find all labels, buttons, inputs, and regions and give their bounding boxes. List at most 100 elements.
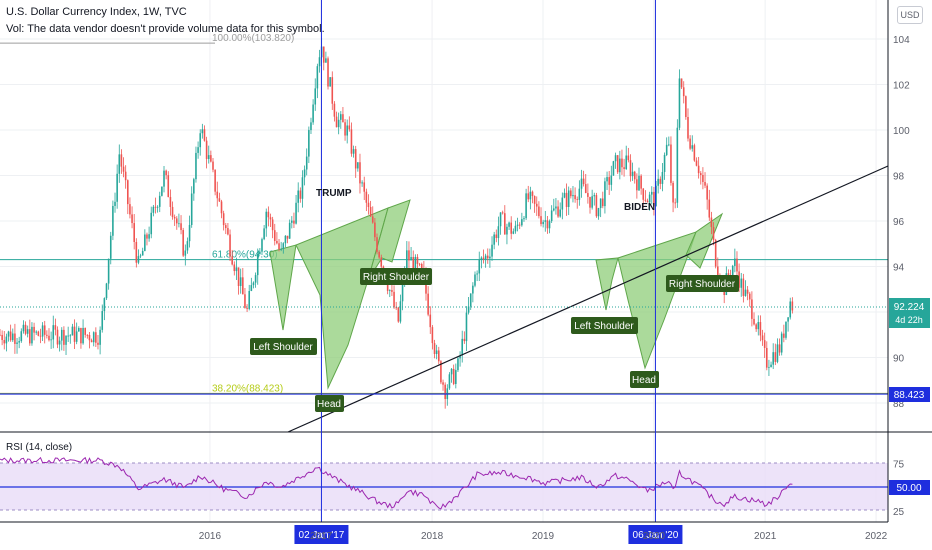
- candle-body: [90, 340, 93, 343]
- candle-body: [442, 382, 444, 385]
- countdown-label: 4d 22h: [895, 315, 923, 325]
- label-right-shoulder-trump[interactable]: Right Shoulder: [360, 268, 432, 285]
- candle-body: [702, 174, 704, 182]
- candle-body: [501, 212, 504, 214]
- candle-body: [52, 325, 55, 340]
- rsi-value-tag[interactable]: 50.00: [889, 480, 930, 495]
- candle-body: [63, 329, 65, 345]
- candle-body: [529, 191, 532, 200]
- candle-body: [486, 255, 489, 259]
- candle-body: [180, 223, 182, 231]
- candle-body: [148, 234, 150, 239]
- candle-body: [99, 329, 101, 345]
- candle-body: [129, 204, 131, 215]
- candle-body: [31, 326, 33, 344]
- candle-body: [708, 199, 711, 218]
- candle-body: [256, 253, 259, 276]
- candle-body: [82, 327, 84, 344]
- candle-body: [207, 155, 210, 159]
- candle-body: [88, 334, 91, 341]
- candle-body: [244, 294, 246, 308]
- candle-body: [778, 344, 781, 353]
- candle-body: [640, 175, 642, 189]
- time-tick-label: 2022: [865, 531, 888, 542]
- last-price-value: 92.224: [894, 302, 925, 313]
- candle-body: [687, 117, 689, 139]
- candle-body: [97, 342, 99, 345]
- label-head-biden-text: Head: [632, 375, 656, 386]
- candle-body: [124, 171, 127, 181]
- candle-body: [768, 366, 770, 368]
- candle-body: [674, 202, 677, 204]
- volume-note: Vol: The data vendor doesn't provide vol…: [6, 23, 325, 35]
- candle-body: [188, 224, 191, 242]
- candle-body: [691, 145, 694, 149]
- candle-body: [759, 322, 762, 336]
- candle-body: [288, 222, 291, 239]
- candle-body: [201, 129, 204, 134]
- candle-body: [141, 250, 144, 256]
- candle-body: [261, 239, 263, 252]
- candle-body: [627, 155, 630, 161]
- candle-body: [785, 321, 787, 338]
- candle-body: [604, 181, 606, 207]
- candle-body: [369, 207, 372, 217]
- candle-body: [105, 283, 108, 299]
- candle-body: [265, 211, 268, 229]
- candle-body: [589, 196, 591, 208]
- candle-body: [107, 258, 110, 284]
- candle-body: [146, 234, 148, 239]
- label-right-shoulder-biden[interactable]: Right Shoulder: [666, 275, 739, 292]
- candle-body: [161, 186, 163, 196]
- candle-body: [504, 213, 506, 235]
- candle-body: [154, 206, 157, 208]
- candle-body: [331, 77, 334, 104]
- time-axis: 20162017201820192020202120222023: [199, 531, 888, 542]
- candle-body: [163, 170, 165, 187]
- candle-body: [329, 77, 331, 87]
- candle-body: [783, 333, 785, 338]
- candle-body: [114, 201, 116, 206]
- label-left-shoulder-biden[interactable]: Left Shoulder: [571, 317, 638, 334]
- candle-body: [616, 155, 619, 173]
- candle-body: [418, 263, 421, 265]
- candle-body: [693, 145, 696, 161]
- label-head-trump[interactable]: Head: [315, 395, 344, 412]
- candle-body: [633, 171, 636, 180]
- candle-body: [508, 222, 510, 227]
- candle-body: [744, 289, 747, 296]
- fib-level-label: 38.20%(88.423): [212, 383, 283, 394]
- candle-body: [459, 355, 461, 359]
- candle-body: [712, 227, 715, 240]
- candle-body: [655, 185, 657, 207]
- candle-body: [397, 307, 400, 322]
- candle-body: [648, 194, 651, 203]
- candle-body: [412, 256, 415, 273]
- candle-body: [158, 195, 161, 207]
- label-head-biden[interactable]: Head: [630, 371, 659, 388]
- candle-body: [139, 255, 142, 257]
- last-price-tag[interactable]: 92.224 4d 22h: [889, 298, 930, 328]
- currency-button[interactable]: USD: [897, 6, 923, 24]
- candle-body: [399, 301, 402, 322]
- fib-levels: 100.00%(103.820) 61.80%(94.30) 38.20%(88.4…: [0, 33, 888, 394]
- candle-body: [184, 250, 187, 256]
- price-tick-label: 88: [893, 399, 905, 410]
- candle-body: [222, 213, 225, 226]
- candle-body: [80, 327, 82, 344]
- label-left-shoulder-trump[interactable]: Left Shoulder: [250, 338, 317, 355]
- candle-body: [282, 243, 285, 249]
- candle-body: [269, 217, 272, 220]
- candle-body: [746, 289, 749, 294]
- candle-body: [491, 244, 493, 257]
- candle-body: [642, 188, 645, 200]
- candle-body: [41, 325, 44, 337]
- candle-body: [433, 343, 436, 354]
- candle-body: [218, 198, 221, 202]
- hline-price-tag[interactable]: 88.423: [889, 387, 930, 402]
- candle-body: [248, 290, 251, 309]
- candle-body: [435, 350, 438, 354]
- candle-body: [770, 364, 772, 367]
- candle-body: [668, 144, 670, 146]
